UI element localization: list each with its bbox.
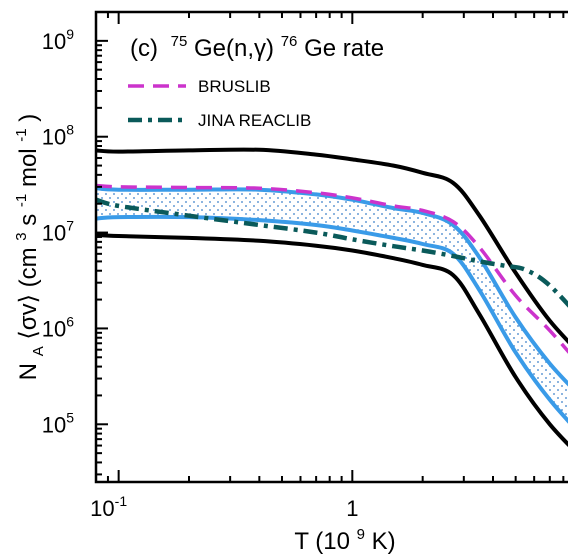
x-tick-label-base: 1 (346, 496, 358, 521)
y-tick-label-base: 10 (42, 221, 66, 246)
recommended-lower-line (96, 214, 568, 424)
y-tick-label-base: 10 (42, 412, 66, 437)
y-axis-title-exp1: 3 (13, 232, 30, 240)
y-axis-title-mid: s (15, 214, 42, 226)
y-tick-label-exp: 5 (66, 409, 74, 425)
axis-ticks (95, 11, 565, 482)
y-axis-title-group: N A ⟨σv⟩ (cm 3 s -1 mol -1 ) (5, 114, 49, 381)
upper-bound-line (96, 147, 568, 345)
y-tick-label: 109 (42, 26, 74, 54)
x-tick-label-exp: -1 (115, 493, 128, 509)
plot-area (96, 147, 568, 448)
chart-title: (c) 75 Ge(n,γ) 76 Ge rate (130, 25, 384, 62)
lower-bound-line (96, 232, 568, 448)
x-tick-label-base: 10 (90, 496, 114, 521)
y-tick-label: 105 (42, 409, 74, 437)
y-tick-label-exp: 9 (66, 26, 74, 42)
legend-label-jina-reaclib: JINA REACLIB (198, 111, 311, 130)
y-axis-title-exp2: -1 (13, 194, 30, 207)
panel-label: (c) (130, 35, 158, 62)
x-axis-title-prefix: T (10 (294, 528, 350, 555)
x-axis-title-exp: 9 (357, 526, 365, 543)
x-tick-label: 1 (346, 496, 358, 521)
recommended-upper-line (96, 186, 568, 387)
title-target: Ge(n,γ) (194, 35, 274, 62)
y-axis-title-mol: mol (15, 148, 42, 187)
y-axis-title-sub: A (30, 346, 47, 356)
series-line-jina-reaclib (96, 197, 568, 308)
title-product: Ge rate (304, 35, 384, 62)
y-tick-label: 106 (42, 313, 74, 341)
y-tick-label-exp: 7 (66, 218, 74, 234)
y-axis-title-exp3: -1 (13, 128, 30, 141)
y-tick-label-exp: 6 (66, 313, 74, 329)
uncertainty-band (96, 188, 568, 421)
title-target-mass: 75 (171, 33, 188, 50)
y-tick-label-base: 10 (42, 125, 66, 150)
series-line-bruslib (96, 183, 568, 354)
y-axis-title-end: ) (15, 114, 42, 122)
y-axis-title-body: ⟨σv⟩ (cm (15, 247, 42, 339)
y-tick-label-exp: 8 (66, 122, 74, 138)
legend-label-bruslib: BRUSLIB (198, 77, 271, 96)
x-tick-label: 10-1 (90, 493, 127, 521)
y-axis-title-n: N (15, 363, 42, 380)
y-tick-label-base: 10 (42, 29, 66, 54)
x-axis-title-suffix: K) (372, 528, 396, 555)
x-axis-title: T (10 9 K) (294, 518, 395, 555)
y-tick-label-base: 10 (42, 316, 66, 341)
y-tick-label: 108 (42, 122, 74, 150)
y-axis-title: N A ⟨σv⟩ (cm 3 s -1 mol -1 ) (5, 114, 49, 381)
y-tick-label: 107 (42, 218, 74, 246)
title-product-mass: 76 (281, 33, 298, 50)
legend: BRUSLIB JINA REACLIB (128, 77, 311, 130)
